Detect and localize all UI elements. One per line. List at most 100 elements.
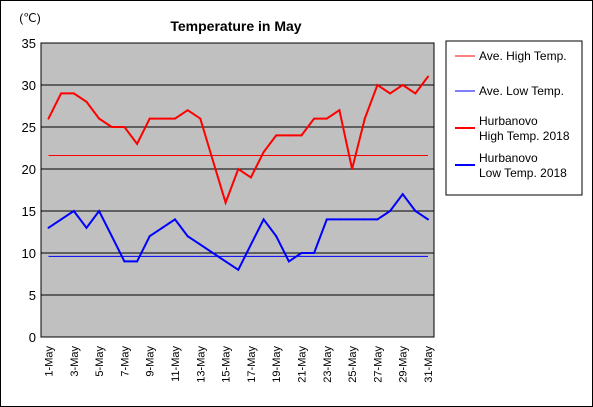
legend-label: High Temp. 2018	[479, 129, 570, 143]
data-point	[376, 218, 379, 221]
data-point	[313, 252, 316, 254]
x-tick-label: 7-May	[119, 346, 131, 377]
y-axis-unit-label: (℃)	[19, 11, 40, 25]
data-point	[72, 92, 75, 95]
data-point	[275, 134, 278, 137]
data-point	[60, 218, 63, 221]
data-point	[85, 226, 88, 229]
data-point	[262, 218, 265, 221]
data-point	[199, 117, 202, 120]
data-point	[98, 210, 101, 212]
legend-label: Hurbanovo	[479, 151, 538, 165]
x-tick-label: 5-May	[94, 346, 106, 377]
data-point	[287, 134, 290, 137]
x-tick-label: 27-May	[372, 346, 384, 383]
legend	[445, 40, 583, 196]
x-tick-label: 1-May	[44, 346, 56, 377]
data-point	[174, 117, 176, 120]
data-point	[313, 117, 316, 120]
data-series	[47, 75, 429, 272]
data-point	[338, 109, 341, 112]
data-point	[224, 260, 227, 263]
data-point	[414, 210, 417, 212]
legend-label: Low Temp. 2018	[479, 166, 567, 180]
data-point	[237, 168, 240, 170]
y-tick-label: 5	[29, 288, 36, 303]
data-point	[47, 226, 50, 229]
data-point	[98, 117, 101, 120]
y-axis-tick-labels: 0 5 10 15 20 25 30 35	[22, 36, 36, 345]
data-point	[325, 117, 328, 120]
data-point	[148, 235, 151, 238]
data-point	[211, 159, 214, 162]
data-point	[275, 235, 278, 238]
x-axis-tick-labels: 1-May 3-May 5-May 7-May 9-May 11-May 13-May 15-…	[44, 346, 436, 383]
x-tick-label: 25-May	[347, 346, 359, 383]
y-tick-label: 0	[29, 330, 36, 345]
legend-label: Ave. High Temp.	[479, 49, 567, 63]
data-point	[249, 176, 252, 179]
plot-area	[40, 42, 435, 338]
data-point	[262, 151, 265, 154]
x-tick-label: 29-May	[398, 346, 410, 383]
data-point	[351, 218, 354, 221]
x-tick-label: 13-May	[195, 346, 207, 383]
x-tick-label: 23-May	[322, 346, 334, 383]
y-tick-label: 30	[22, 78, 36, 93]
data-point	[325, 218, 328, 221]
data-point	[363, 218, 366, 221]
data-point	[85, 100, 88, 103]
legend-label: Hurbanovo	[479, 114, 538, 128]
chart-title: Temperature in May	[170, 18, 301, 34]
data-point	[110, 235, 113, 238]
y-tick-label: 35	[22, 36, 36, 51]
x-tick-label: 31-May	[423, 346, 435, 383]
x-tick-label: 21-May	[297, 346, 309, 383]
data-point	[211, 252, 214, 254]
data-point	[363, 117, 366, 120]
data-point	[186, 235, 189, 238]
x-tick-label: 15-May	[221, 346, 233, 383]
data-point	[72, 210, 75, 212]
data-point	[161, 117, 164, 120]
legend-entries: Ave. High Temp.Ave. Low Temp.HurbanovoHi…	[455, 49, 570, 180]
data-point	[376, 84, 379, 86]
data-point	[148, 117, 151, 120]
data-point	[47, 117, 50, 120]
data-point	[338, 218, 341, 221]
data-point	[123, 260, 126, 263]
y-tick-label: 10	[22, 246, 36, 261]
data-point	[427, 218, 429, 221]
data-point	[136, 260, 139, 263]
data-point	[300, 252, 303, 254]
data-point	[161, 226, 164, 229]
x-tick-label: 3-May	[69, 346, 81, 377]
data-point	[186, 109, 189, 112]
data-point	[174, 218, 176, 221]
data-point	[427, 75, 429, 78]
data-point	[414, 92, 417, 95]
data-point	[224, 201, 227, 204]
data-point	[136, 142, 139, 145]
data-point	[401, 84, 404, 86]
data-point	[237, 268, 240, 271]
data-point	[123, 126, 126, 128]
gridlines	[41, 84, 434, 296]
y-tick-label: 25	[22, 120, 36, 135]
x-tick-label: 11-May	[170, 346, 182, 382]
data-point	[389, 92, 392, 95]
data-point	[249, 243, 252, 246]
y-tick-label: 15	[22, 204, 36, 219]
data-point	[351, 168, 354, 170]
data-point	[60, 92, 63, 95]
data-point	[300, 134, 303, 137]
y-tick-label: 20	[22, 162, 36, 177]
data-point	[110, 126, 113, 128]
data-point	[389, 210, 392, 212]
legend-label: Ave. Low Temp.	[479, 84, 564, 98]
data-point	[287, 260, 290, 263]
x-tick-label: 9-May	[145, 346, 157, 377]
x-tick-label: 17-May	[246, 346, 258, 383]
data-point	[199, 243, 202, 246]
